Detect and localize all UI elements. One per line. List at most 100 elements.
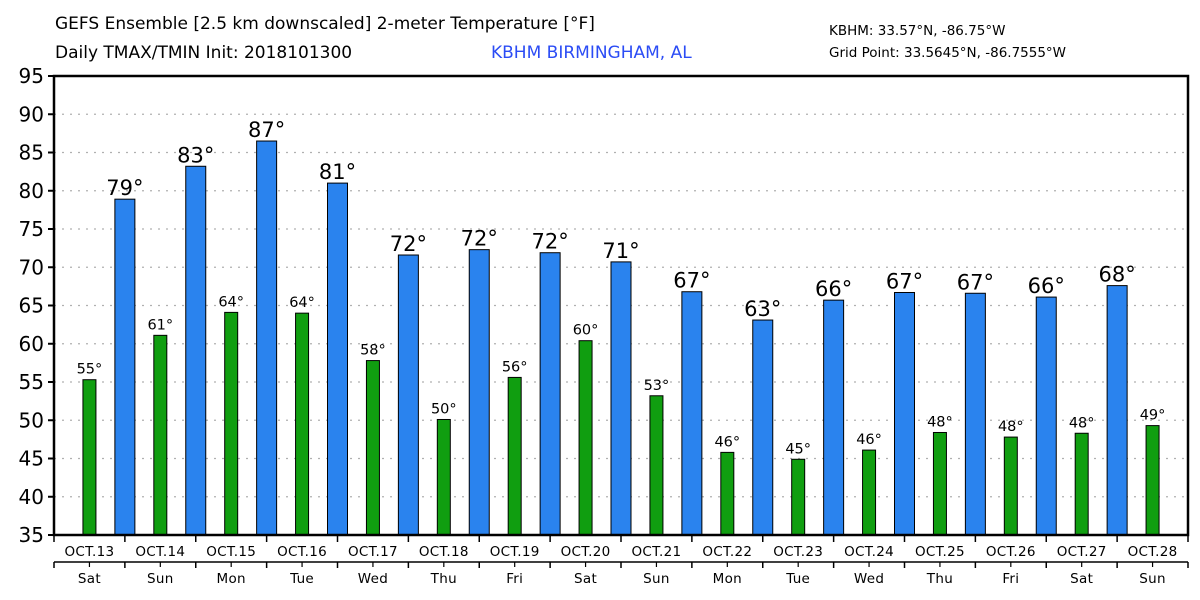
- weekday-label: Sun: [147, 571, 174, 587]
- weekday-label: Thu: [926, 571, 953, 587]
- tmin-label: 58°: [360, 343, 386, 359]
- date-label: OCT.25: [915, 544, 965, 560]
- y-tick-label: 60: [19, 332, 44, 356]
- tmin-label: 50°: [431, 401, 457, 417]
- tmax-bar: [114, 198, 136, 536]
- y-tick-label: 50: [19, 408, 44, 432]
- tmin-label: 61°: [147, 317, 173, 333]
- tmin-bar: [82, 379, 97, 536]
- tmin-label: 53°: [644, 378, 670, 394]
- tmax-bar: [610, 261, 632, 536]
- tmax-label: 68°: [1099, 263, 1136, 287]
- date-label: OCT.21: [631, 544, 681, 560]
- y-tick-label: 85: [19, 141, 44, 165]
- tmax-bar: [256, 140, 278, 536]
- tmax-label: 79°: [106, 176, 143, 200]
- tmax-bar: [468, 249, 490, 536]
- tmin-bar: [649, 395, 664, 536]
- tmax-bar: [681, 291, 703, 536]
- tmin-label: 55°: [77, 362, 103, 378]
- date-label: OCT.18: [419, 544, 469, 560]
- date-label: OCT.22: [702, 544, 752, 560]
- tmax-label: 72°: [390, 232, 427, 256]
- tmax-bar: [1106, 285, 1128, 536]
- y-tick-label: 95: [19, 64, 44, 88]
- station-name: KBHM BIRMINGHAM, AL: [491, 43, 692, 63]
- tmin-bar: [1145, 425, 1160, 536]
- date-label: OCT.19: [490, 544, 540, 560]
- tmax-label: 67°: [886, 269, 923, 293]
- tmin-label: 48°: [998, 419, 1024, 435]
- weekday-label: Wed: [358, 571, 388, 587]
- tmax-label: 66°: [815, 277, 852, 301]
- tmin-label: 64°: [218, 294, 244, 310]
- tmax-bar: [327, 182, 348, 536]
- y-tick-label: 80: [19, 179, 44, 203]
- chart-title: GEFS Ensemble [2.5 km downscaled] 2-mete…: [55, 14, 595, 34]
- date-label: OCT.26: [986, 544, 1036, 560]
- tmin-bar: [507, 376, 522, 536]
- weekday-label: Fri: [1002, 571, 1019, 587]
- date-label: OCT.20: [561, 544, 611, 560]
- y-tick-label: 90: [19, 102, 44, 126]
- tmax-label: 63°: [744, 297, 781, 321]
- y-tick-label: 45: [19, 447, 44, 471]
- tmin-label: 46°: [714, 434, 740, 450]
- y-tick-label: 65: [19, 294, 44, 318]
- tmax-label: 72°: [461, 227, 498, 251]
- tmax-label: 81°: [319, 160, 356, 184]
- weekday-label: Mon: [713, 571, 742, 587]
- tmin-label: 49°: [1140, 408, 1166, 424]
- tmax-label: 67°: [957, 270, 994, 294]
- weekday-label: Mon: [217, 571, 246, 587]
- y-tick-label: 55: [19, 370, 44, 394]
- weekday-label: Sun: [1139, 571, 1166, 587]
- weekday-label: Tue: [289, 571, 314, 587]
- date-label: OCT.27: [1057, 544, 1107, 560]
- weekday-label: Sat: [1070, 571, 1093, 587]
- chart-subtitle: Daily TMAX/TMIN Init: 2018101300: [55, 43, 353, 63]
- tmin-bar: [932, 431, 947, 536]
- weekday-label: Sat: [78, 571, 101, 587]
- tmax-label: 66°: [1028, 274, 1065, 298]
- tmin-label: 60°: [573, 323, 599, 339]
- date-label: OCT.16: [277, 544, 327, 560]
- tmin-bar: [791, 458, 806, 536]
- date-label: OCT.23: [773, 544, 823, 560]
- tmin-label: 48°: [1069, 415, 1095, 431]
- y-tick-label: 70: [19, 255, 44, 279]
- date-label: OCT.15: [206, 544, 256, 560]
- tmin-bar: [365, 360, 380, 536]
- tmax-bar: [539, 252, 561, 536]
- tmax-label: 72°: [532, 230, 569, 254]
- weekday-label: Thu: [430, 571, 457, 587]
- tmax-label: 71°: [602, 239, 639, 263]
- tmin-label: 45°: [785, 441, 811, 457]
- tmin-label: 46°: [856, 432, 882, 448]
- tmin-bar: [862, 449, 877, 536]
- y-tick-label: 75: [19, 217, 44, 241]
- tmax-bar: [397, 254, 419, 536]
- tmax-label: 83°: [177, 143, 214, 167]
- tmax-bar: [894, 291, 915, 536]
- weekday-label: Sat: [574, 571, 597, 587]
- weekday-label: Tue: [785, 571, 810, 587]
- y-tick-label: 40: [19, 485, 44, 509]
- tmin-bar: [295, 312, 310, 536]
- y-tick-label: 35: [19, 523, 44, 547]
- tmax-bar: [185, 165, 207, 536]
- date-label: OCT.17: [348, 544, 398, 560]
- grid-point-coordinates: Grid Point: 33.5645°N, -86.7555°W: [829, 45, 1067, 61]
- tmax-bar: [964, 292, 986, 536]
- tmin-bar: [1074, 432, 1089, 536]
- tmax-label: 87°: [248, 118, 285, 142]
- weekday-label: Wed: [854, 571, 884, 587]
- weekday-label: Fri: [506, 571, 523, 587]
- tmax-bar: [823, 299, 845, 536]
- tmin-label: 48°: [927, 414, 953, 430]
- date-label: OCT.14: [135, 544, 185, 560]
- tmin-label: 56°: [502, 359, 528, 375]
- tmin-bar: [578, 340, 593, 536]
- tmax-label: 67°: [673, 269, 710, 293]
